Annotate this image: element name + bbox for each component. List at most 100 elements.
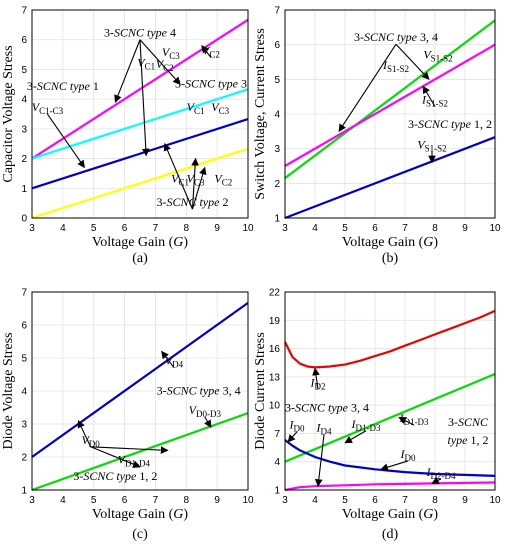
annotation-arrow [344,430,367,444]
y-tick-label: 4 [21,95,27,106]
annotation-arrow [422,85,436,107]
y-tick-label: 1 [274,214,280,225]
x-axis-label: Voltage Gain (G) [342,507,439,522]
x-tick-label: 7 [153,223,159,234]
annotation-label: type 1, 2 [448,433,489,447]
x-tick-label: 4 [60,495,66,506]
annotation-arrow [191,166,207,210]
series-line-3 [284,136,496,220]
annotation-arrow [431,476,442,484]
annotation-arrow [161,350,175,368]
x-tick-label: 5 [342,495,348,506]
annotation-arrow [90,446,141,468]
series-line-2 [31,88,249,160]
x-tick-label: 9 [462,495,468,506]
y-tick-label: 0 [21,214,27,225]
annotation-arrow [191,157,199,210]
panel-caption: (b) [382,251,399,266]
annotation-arrow [114,39,141,103]
annotation-label: VC2 [156,57,174,73]
series-line-1 [31,302,249,458]
y-tick-label: 7 [274,6,280,17]
annotation-label: VC3 [211,100,229,116]
x-tick-label: 10 [489,495,501,506]
x-tick-label: 3 [282,223,288,234]
plot-frame [31,9,249,219]
x-tick-label: 10 [242,495,254,506]
y-tick-label: 2 [274,179,280,190]
y-tick-label: 19 [269,316,281,327]
annotation-label: VC1 [187,100,205,116]
series-line-1 [31,18,249,160]
annotation-label: 3-SCNC type 4 [104,26,176,40]
x-tick-label: 7 [402,223,408,234]
annotation-arrow [314,434,325,487]
annotation-label: ID1-D3 [351,417,381,433]
panel-caption: (d) [382,527,399,542]
x-tick-label: 6 [372,223,378,234]
x-axis-label: Voltage Gain (G) [342,235,439,250]
x-tick-label: 8 [184,223,190,234]
annotation-arrow [312,367,320,390]
annotation-label: VC2 [214,171,232,187]
series-line-2 [284,372,496,463]
x-tick-label: 4 [312,223,318,234]
annotation-label: 3-SCNC type 3, 4 [285,401,369,415]
annotation-arrow [380,460,409,471]
y-tick-label: 3 [21,124,27,135]
annotation-arrow [287,431,298,443]
annotation-label: VS1-S2 [417,138,446,154]
x-tick-label: 5 [91,495,97,506]
annotation-label: ID2-D4 [426,465,456,481]
annotation-label: 3-SCNC type 1, 2 [408,117,492,131]
annotation-label: VD0 [81,433,100,449]
annotation-label: ID2 [310,375,326,391]
x-tick-label: 10 [242,223,254,234]
annotation-label: VC1 [137,55,155,71]
x-tick-label: 4 [60,223,66,234]
x-tick-label: 5 [91,223,97,234]
x-tick-label: 6 [122,495,128,506]
panel-caption: (c) [132,527,148,542]
x-tick-label: 3 [29,223,35,234]
annotation-arrow [46,113,85,169]
chart-panel-4: 3 4 5 6 7 8 9 10 1 4 7 10 13 16 19 22 ID2 3-SCNC type 3, … [253,288,501,543]
y-tick-label: 22 [269,288,281,299]
x-axis-label: Voltage Gain (G) [92,507,189,522]
x-tick-label: 9 [462,223,468,234]
y-tick-label: 7 [274,429,280,440]
x-tick-label: 3 [29,495,35,506]
y-tick-label: 5 [21,354,27,365]
y-tick-label: 6 [21,321,27,332]
y-tick-label: 7 [21,288,27,299]
annotation-label: 3-SCNC type 1 [27,79,99,93]
series-line-4 [284,481,496,492]
annotation-label: VC1-C3 [32,100,64,116]
x-axis-label: Voltage Gain (G) [92,235,189,250]
y-tick-label: 4 [274,110,280,121]
y-tick-label: 5 [274,75,280,86]
y-tick-label: 6 [21,35,27,46]
y-tick-label: 2 [21,154,27,165]
x-tick-label: 5 [342,223,348,234]
annotation-arrow [139,39,150,157]
x-tick-label: 8 [432,223,438,234]
series-line-2 [284,43,496,167]
annotation-label: ID0 [400,447,416,463]
y-tick-label: 1 [21,184,27,195]
y-axis-label: Diode Voltage Stress [1,333,16,450]
annotation-arrow [201,45,212,58]
y-tick-label: 16 [269,344,281,355]
x-tick-label: 7 [402,495,408,506]
x-tick-label: 6 [372,495,378,506]
annotation-label: ID0 [289,418,305,434]
annotation-label: VD0-D3 [189,403,222,419]
y-tick-label: 10 [269,401,281,412]
annotation-arrow [395,43,430,80]
annotation-label: VD1-D4 [118,453,151,469]
annotation-arrow [139,39,181,85]
series-line-2 [31,412,249,492]
annotation-arrow [204,416,212,428]
